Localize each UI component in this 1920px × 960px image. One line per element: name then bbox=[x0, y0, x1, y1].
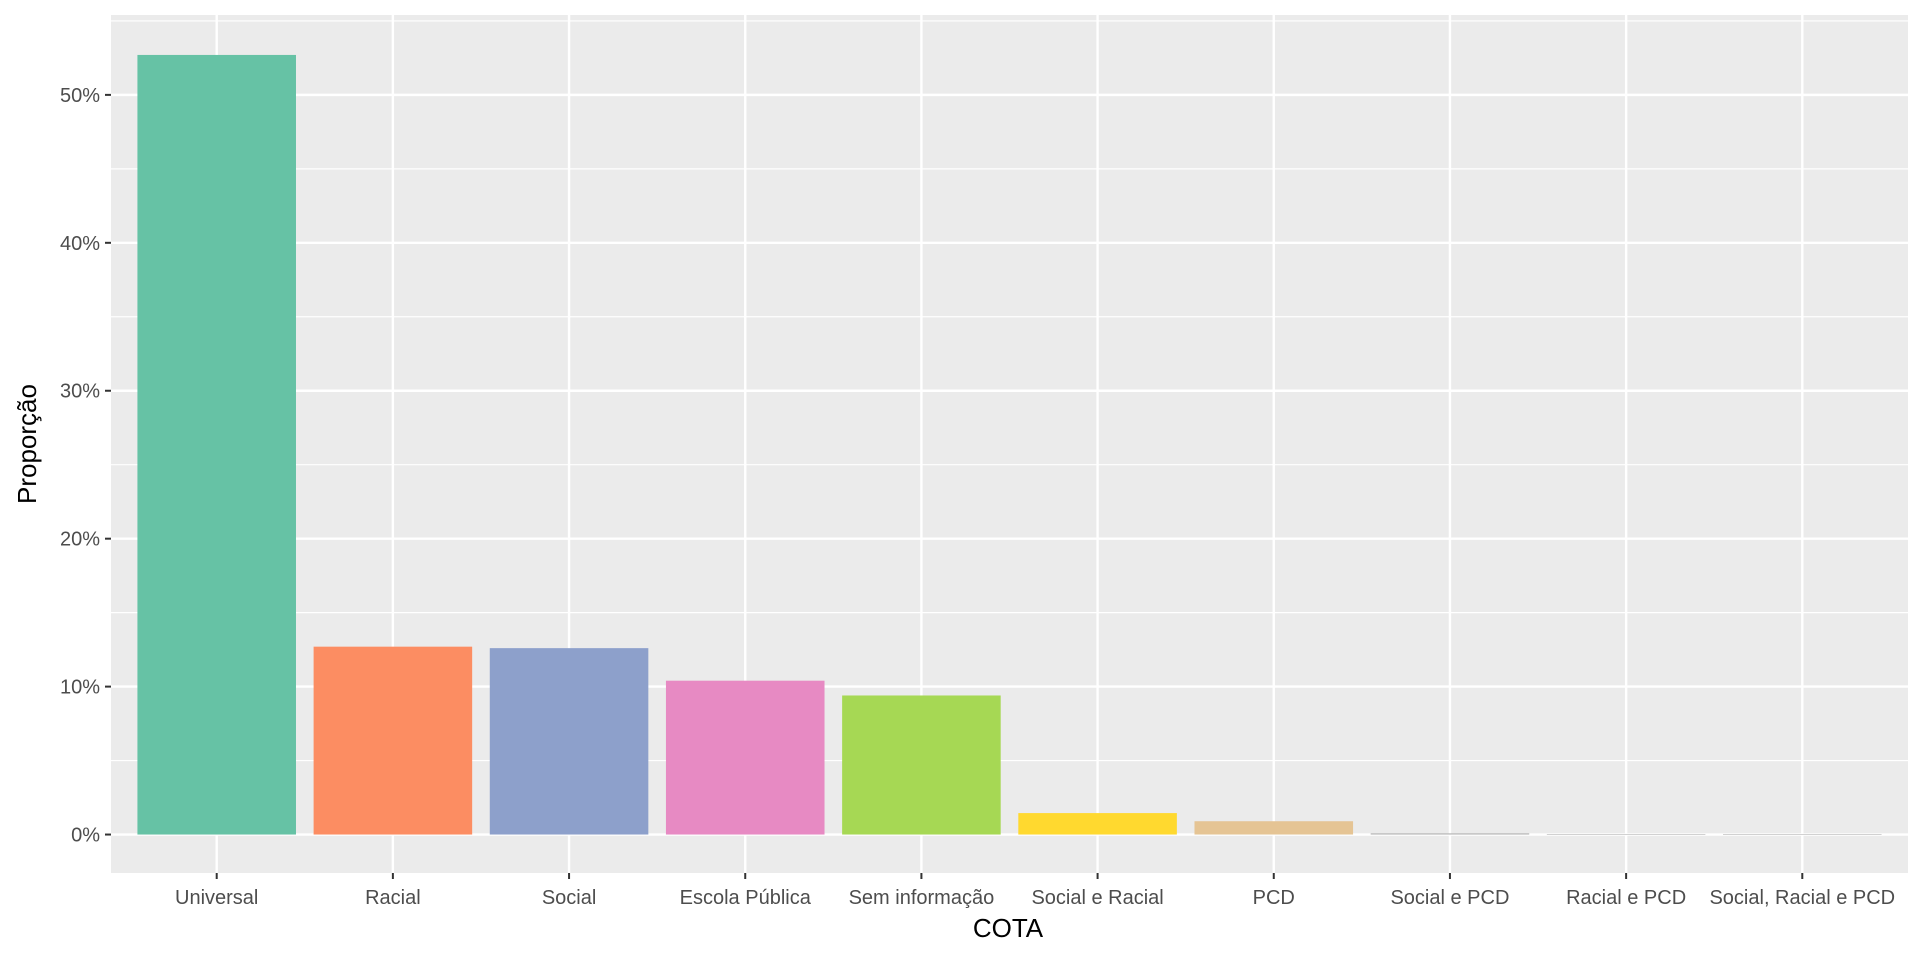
y-tick-label: 10% bbox=[60, 677, 100, 699]
bar bbox=[842, 695, 1001, 835]
x-tick-label: Sem informação bbox=[849, 887, 995, 909]
x-tick-label: Social e Racial bbox=[1031, 887, 1163, 909]
bar bbox=[1018, 813, 1177, 835]
x-tick-label: Social bbox=[542, 887, 596, 909]
x-tick-label: Social, Racial e PCD bbox=[1709, 887, 1895, 909]
bar bbox=[1546, 834, 1706, 835]
x-tick-label: Racial bbox=[365, 887, 421, 909]
y-tick-label: 50% bbox=[60, 85, 100, 107]
bar bbox=[1194, 821, 1354, 835]
y-tick-label: 20% bbox=[60, 529, 100, 551]
x-tick-label: Universal bbox=[175, 887, 258, 909]
x-tick-label: Escola Pública bbox=[680, 887, 812, 909]
y-tick-label: 30% bbox=[60, 381, 100, 403]
x-axis-title: COTA bbox=[973, 913, 1044, 943]
y-axis: 0% 10% 20% 30% 40% 50% bbox=[60, 85, 111, 847]
bar bbox=[1723, 834, 1882, 835]
x-tick-label: PCD bbox=[1253, 887, 1295, 909]
x-tick-label: Social e PCD bbox=[1390, 887, 1509, 909]
x-tick-label: Racial e PCD bbox=[1566, 887, 1686, 909]
x-axis: Universal Racial Social Escola Pública Sem i… bbox=[175, 873, 1895, 909]
bar bbox=[1370, 833, 1530, 835]
y-tick-label: 40% bbox=[60, 233, 100, 255]
bars bbox=[137, 54, 1882, 835]
bar bbox=[489, 648, 649, 835]
y-tick-label: 0% bbox=[71, 825, 100, 847]
bar bbox=[137, 54, 296, 835]
bar bbox=[665, 680, 825, 835]
y-axis-title: Proporção bbox=[12, 384, 42, 504]
bar bbox=[313, 646, 473, 835]
